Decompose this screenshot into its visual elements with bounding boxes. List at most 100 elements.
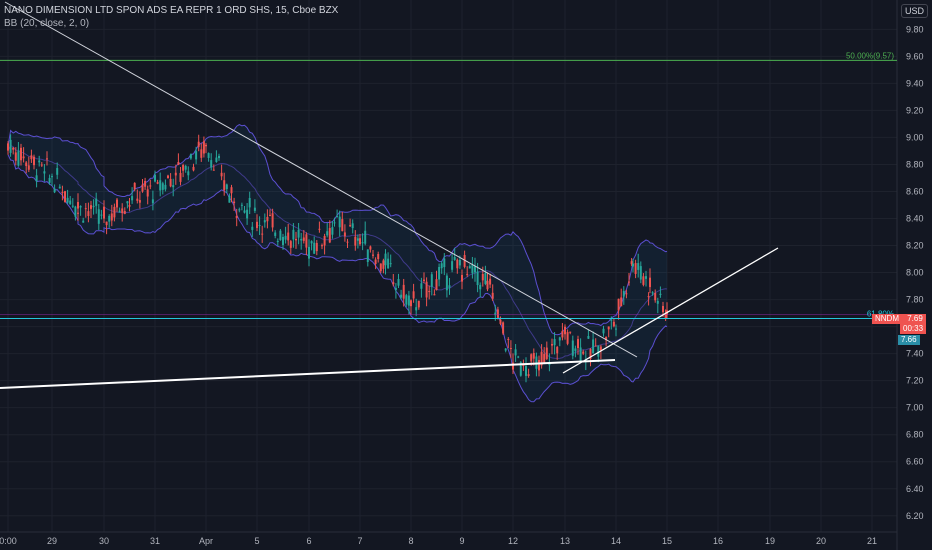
candle-body (445, 275, 448, 291)
candle-body (517, 356, 520, 358)
candle-body (387, 258, 390, 269)
candle-body (43, 171, 46, 174)
countdown-label: 00:33 (903, 324, 924, 333)
candle-body (577, 339, 579, 348)
candle-body (637, 263, 640, 270)
candle-body (133, 182, 136, 190)
candle-body (384, 253, 387, 266)
candle-body (628, 281, 630, 283)
candle-body (195, 151, 198, 160)
candle-body (466, 273, 469, 275)
y-tick-label: 9.80 (906, 24, 924, 34)
candle-body (17, 151, 20, 166)
candle-body (336, 216, 339, 218)
candle-body (233, 201, 236, 204)
y-tick-label: 9.40 (906, 78, 924, 88)
x-tick-label: 7 (357, 536, 362, 546)
candle-body (356, 238, 359, 241)
candle-body (51, 176, 53, 178)
candle-body (410, 300, 412, 307)
candle-body (20, 147, 22, 161)
candle-body (594, 345, 597, 347)
candle-body (218, 155, 220, 159)
candle-body (597, 345, 600, 357)
x-tick-label: 19 (765, 536, 775, 546)
x-tick-label: 0:00 (0, 536, 17, 546)
candle-body (561, 330, 564, 338)
candle-body (258, 225, 261, 227)
candle-body (361, 242, 364, 244)
candle-body (645, 276, 647, 279)
candle-body (48, 177, 51, 183)
candle-body (169, 178, 172, 187)
candle-body (479, 284, 482, 290)
candle-body (27, 165, 30, 170)
candle-body (400, 294, 403, 298)
y-tick-label: 9.00 (906, 132, 924, 142)
candle-body (664, 314, 667, 319)
ascending-trendline[interactable] (562, 247, 779, 374)
candle-body (379, 263, 382, 272)
candle-body (569, 331, 572, 333)
candle-body (33, 156, 35, 166)
candle-body (146, 189, 149, 197)
candle-body (123, 210, 126, 214)
candle-body (649, 277, 651, 288)
candle-body (230, 187, 233, 194)
candle-body (532, 353, 535, 359)
candle-body (639, 266, 642, 280)
candle-body (318, 228, 321, 230)
candle-body (558, 337, 561, 341)
candle-body (625, 293, 628, 295)
candle-body (440, 263, 443, 269)
candle-body (144, 181, 147, 187)
descending-trendline[interactable] (4, 1, 638, 358)
candle-body (95, 198, 98, 206)
candle-body (587, 336, 590, 339)
candle-body (228, 195, 231, 203)
candle-body (389, 263, 392, 265)
candle-body (458, 259, 461, 266)
y-tick-label: 8.60 (906, 186, 924, 196)
candle-body (197, 141, 200, 147)
y-tick-label: 8.40 (906, 214, 924, 224)
candle-body (269, 214, 271, 216)
candle-body (238, 209, 241, 211)
indicator-label[interactable]: BB (20, close, 2, 0) (4, 18, 90, 29)
y-tick-label: 9.20 (906, 105, 924, 115)
candle-body (103, 206, 105, 215)
support-trendline[interactable] (0, 359, 616, 389)
candle-body (527, 374, 530, 376)
candle-body (617, 298, 620, 311)
candle-body (620, 297, 623, 307)
candle-body (405, 295, 408, 305)
x-tick-label: 15 (662, 536, 672, 546)
candle-body (476, 271, 479, 286)
candle-body (481, 273, 484, 281)
candle-body (154, 174, 156, 182)
candle-body (540, 351, 543, 366)
candle-body (38, 160, 41, 163)
currency-button[interactable]: USD (900, 4, 928, 18)
symbol-title[interactable]: NANO DIMENSION LTD SPON ADS EA REPR 1 OR… (4, 5, 339, 16)
candle-body (323, 235, 326, 246)
candle-body (128, 204, 131, 207)
candle-body (121, 208, 124, 214)
candle-body (25, 162, 28, 166)
y-tick-label: 6.80 (906, 430, 924, 440)
symbol-price-tag: NNDM 7.69 (872, 314, 926, 324)
candle-body (415, 307, 418, 311)
chart-legend: NANO DIMENSION LTD SPON ADS EA REPR 1 OR… (4, 4, 338, 30)
candle-body (607, 326, 610, 330)
candle-body (253, 207, 256, 211)
candle-body (423, 279, 425, 281)
candle-body (207, 153, 210, 158)
candle-body (407, 295, 410, 306)
candle-body (105, 221, 108, 226)
y-tick-label: 6.40 (906, 484, 924, 494)
y-tick-label: 7.80 (906, 295, 924, 305)
bb-lower-band (7, 154, 668, 403)
candle-body (512, 362, 514, 370)
candle-body (305, 234, 308, 248)
